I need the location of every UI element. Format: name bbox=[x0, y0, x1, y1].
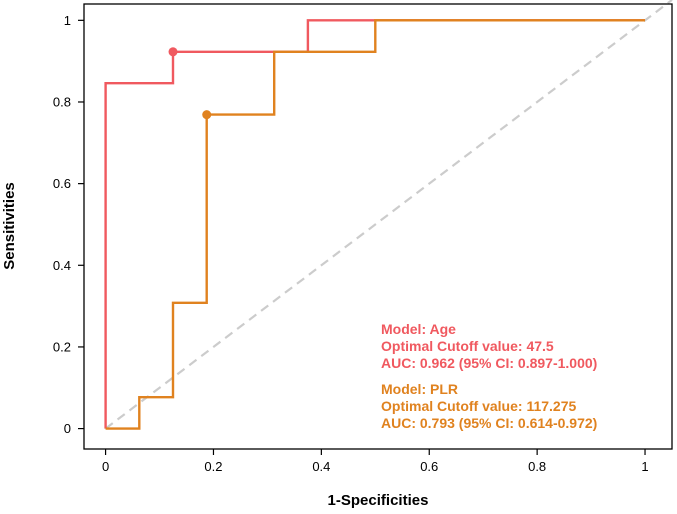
y-tick-label: 0 bbox=[64, 421, 71, 436]
x-tick-label: 1 bbox=[641, 459, 648, 474]
y-tick-label: 0.4 bbox=[53, 258, 71, 273]
x-axis-title: 1-Specificities bbox=[328, 492, 429, 509]
y-tick-label: 0.6 bbox=[53, 176, 71, 191]
x-tick-label: 0.2 bbox=[204, 459, 222, 474]
reference-line-layer bbox=[104, 0, 673, 430]
plot-frame bbox=[83, 3, 673, 450]
axis-layer: 0 0.2 0.4 0.6 0.8 1 0 0.2 0.4 0.6 0.8 1 bbox=[53, 13, 649, 474]
y-tick-label: 1 bbox=[64, 13, 71, 28]
annotation-age-auc: AUC: 0.962 (95% CI: 0.897-1.000) bbox=[381, 355, 597, 371]
reference-diagonal-line bbox=[104, 0, 673, 430]
optimal-point-age bbox=[168, 47, 178, 57]
annotation-age-model: Model: Age bbox=[381, 321, 456, 337]
annotation-plr-auc: AUC: 0.793 (95% CI: 0.614-0.972) bbox=[381, 415, 597, 431]
x-tick-label: 0.6 bbox=[420, 459, 438, 474]
x-tick-label: 0 bbox=[102, 459, 109, 474]
optimal-point-plr bbox=[202, 110, 212, 120]
annotation-plr-cutoff: Optimal Cutoff value: 117.275 bbox=[381, 398, 576, 414]
y-tick-label: 0.2 bbox=[53, 339, 71, 354]
annotation-age-cutoff: Optimal Cutoff value: 47.5 bbox=[381, 338, 554, 354]
series-layer bbox=[104, 19, 645, 430]
series-line-plr bbox=[105, 19, 645, 430]
y-tick-label: 0.8 bbox=[53, 94, 71, 109]
x-tick-label: 0.8 bbox=[528, 459, 546, 474]
y-axis-title: Sensitivities bbox=[1, 182, 18, 270]
legend-age: Model: Age Optimal Cutoff value: 47.5 AU… bbox=[381, 321, 597, 371]
x-tick-label: 0.4 bbox=[312, 459, 330, 474]
legend-plr: Model: PLR Optimal Cutoff value: 117.275… bbox=[381, 381, 597, 431]
annotation-plr-model: Model: PLR bbox=[381, 381, 458, 397]
